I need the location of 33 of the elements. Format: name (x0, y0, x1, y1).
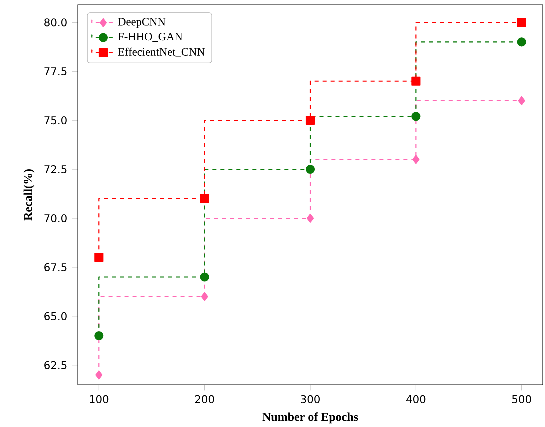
point (517, 38, 526, 47)
x-tick-label: 200 (195, 395, 214, 404)
y-tick-label: 65.0 (44, 312, 67, 320)
x-tick-label: 500 (512, 395, 532, 404)
y-tick-label: 80.0 (44, 18, 67, 27)
y-tick-label: 62.5 (44, 361, 67, 370)
point (306, 164, 316, 174)
y-tick-label: 75.0 (44, 116, 67, 125)
point (200, 272, 210, 282)
y-tick-label: 70.0 (44, 214, 67, 223)
point (412, 155, 420, 164)
point (96, 370, 103, 380)
legend-label: DeepCNN (118, 18, 166, 28)
x-axis-title: Number of Epochs (262, 412, 358, 424)
point (200, 194, 210, 204)
x-tick-label: 400 (406, 395, 426, 404)
point (201, 292, 208, 302)
x-tick-label: 300 (301, 395, 320, 404)
point (306, 116, 316, 126)
point (306, 214, 314, 224)
x-tick-label: 100 (90, 395, 109, 404)
legend-label: F-HHO_GAN (118, 33, 183, 42)
point (412, 76, 421, 86)
point (94, 253, 104, 262)
point (518, 96, 526, 106)
point (517, 18, 526, 28)
y-tick-label: 77.5 (44, 68, 67, 76)
y-tick-label: 72.5 (44, 165, 67, 174)
legend-label: EffecientNet_CNN (118, 48, 206, 58)
y-tick-label: 67.5 (44, 263, 67, 272)
y-axis-title: Recall(%) (24, 170, 35, 221)
point (94, 331, 104, 341)
point (412, 112, 421, 122)
